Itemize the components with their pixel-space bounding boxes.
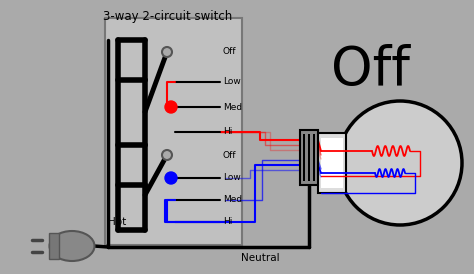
Circle shape — [162, 47, 172, 57]
Circle shape — [165, 101, 177, 113]
Bar — [321, 138, 343, 188]
Bar — [300, 130, 318, 185]
Text: Neutral: Neutral — [241, 253, 279, 263]
Ellipse shape — [49, 231, 94, 261]
Bar — [318, 133, 346, 193]
Text: Med: Med — [223, 196, 242, 204]
Bar — [105, 18, 242, 245]
Text: Low: Low — [223, 78, 241, 87]
Text: Hi: Hi — [223, 127, 232, 136]
Bar — [49, 233, 59, 259]
Text: Off: Off — [330, 44, 410, 96]
Bar — [313, 134, 315, 181]
Text: 3-way 2-circuit switch: 3-way 2-circuit switch — [103, 10, 233, 23]
Bar — [308, 134, 310, 181]
Text: Hot: Hot — [108, 217, 126, 227]
Circle shape — [338, 101, 462, 225]
Text: Low: Low — [223, 173, 241, 182]
Circle shape — [165, 172, 177, 184]
Text: Off: Off — [223, 150, 237, 159]
Text: Med: Med — [223, 102, 242, 112]
Circle shape — [162, 150, 172, 160]
Text: Hi: Hi — [223, 218, 232, 227]
Bar — [303, 134, 305, 181]
Text: Off: Off — [223, 47, 237, 56]
